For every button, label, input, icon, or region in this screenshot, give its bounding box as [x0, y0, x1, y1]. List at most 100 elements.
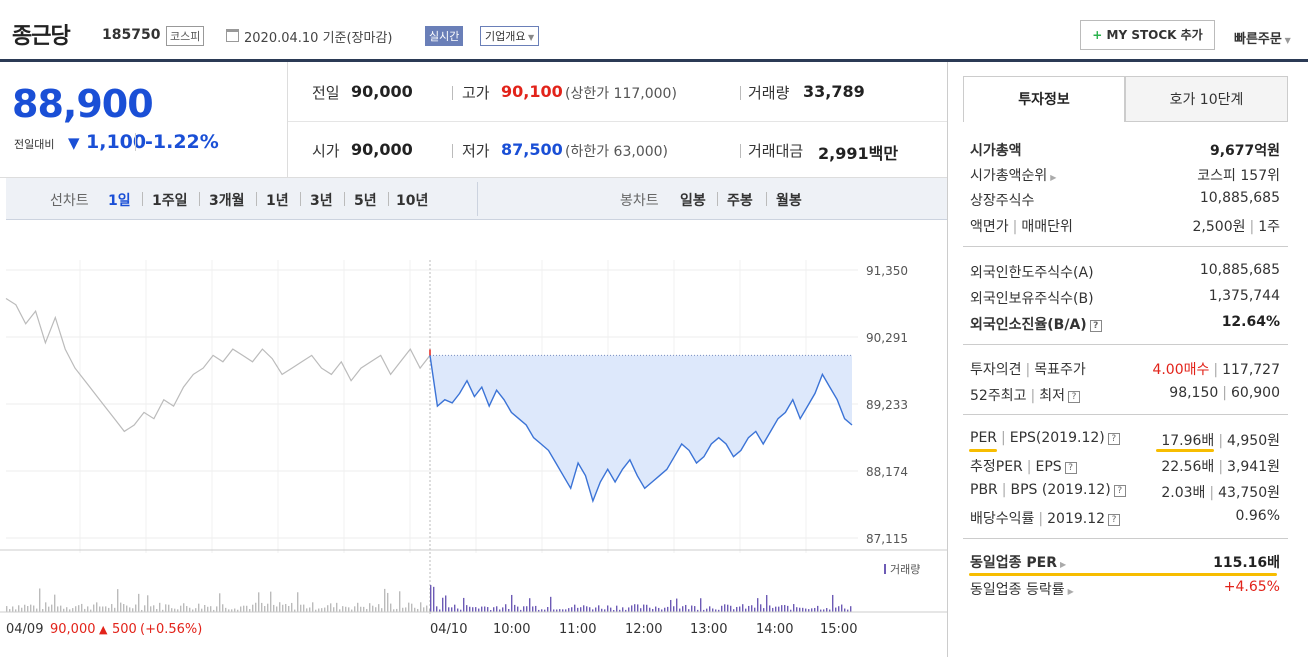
x-tick-label: 15:00: [820, 622, 857, 637]
foreign-limit-value: 10,885,685: [1199, 262, 1280, 278]
tab-10y[interactable]: 10년: [396, 193, 429, 209]
help-icon[interactable]: ?: [1089, 320, 1102, 332]
tab-invest-info[interactable]: 투자정보: [963, 76, 1125, 122]
volume-bar: [457, 608, 459, 612]
sector-per-label[interactable]: 동일업종 PER ▶: [970, 552, 1066, 572]
corp-overview-dropdown[interactable]: 기업개요 ▼: [480, 26, 540, 46]
volume-bar: [15, 609, 17, 612]
divider: [477, 182, 478, 216]
volume-bar: [697, 609, 699, 612]
info-row: 동일업종 PER ▶ 115.16배: [970, 552, 1280, 576]
volume-bar: [135, 604, 137, 612]
volume-bar: [745, 608, 747, 612]
volume-bar: [36, 608, 38, 612]
volume-bar: [679, 608, 681, 612]
volume-bar: [96, 602, 98, 612]
volume-bar: [231, 609, 233, 612]
my-stock-label: MY STOCK 추가: [1106, 28, 1203, 42]
volume-bar: [27, 606, 29, 612]
volume-bar: [87, 606, 89, 612]
volume-bar: [781, 605, 783, 612]
x-tick-label: 12:00: [625, 622, 662, 637]
volume-bar: [321, 608, 323, 612]
volume-bar: [829, 609, 831, 612]
chart-footer: 04/09 90,000 ▲ 500 (+0.56%): [6, 622, 202, 637]
tab-1w[interactable]: 1주일: [152, 193, 188, 209]
sector-per-text: 동일업종 PER: [970, 555, 1057, 571]
volume-bar: [649, 607, 651, 612]
volume-bar: [288, 605, 290, 612]
tab-1y[interactable]: 1년: [266, 193, 289, 209]
target-price-value: 117,727: [1222, 362, 1280, 378]
help-icon[interactable]: ?: [1107, 433, 1120, 445]
volume-bar: [93, 604, 95, 612]
tab-1d[interactable]: 1일: [108, 193, 131, 209]
divider: [135, 133, 136, 151]
volume-bar: [342, 606, 344, 612]
dividend-value: 0.96%: [1235, 508, 1280, 524]
x-tick-label: 13:00: [690, 622, 727, 637]
volume-bar: [451, 607, 453, 612]
lower-limit: (하한가 63,000): [565, 144, 669, 160]
volume-bar: [619, 609, 621, 612]
volume-bar: [622, 607, 624, 612]
listed-shares-label: 상장주식수: [970, 193, 1035, 209]
tab-3y[interactable]: 3년: [310, 193, 333, 209]
live-badge[interactable]: 실시간: [425, 26, 464, 46]
volume-bar: [273, 604, 275, 612]
volume-bar: [610, 607, 612, 612]
help-icon[interactable]: ?: [1067, 391, 1080, 403]
volume-bar: [33, 605, 35, 612]
volume-bar: [159, 602, 161, 612]
volume-bar: [258, 592, 260, 612]
divider: [452, 86, 453, 100]
volume-bar: [511, 594, 513, 612]
tab-monthly[interactable]: 월봉: [776, 193, 802, 209]
volume-bar: [826, 608, 828, 612]
sector-change-text: 동일업종 등락률: [970, 582, 1065, 598]
volume-bar: [201, 608, 203, 612]
volume-bar: [384, 588, 386, 612]
week52-label: 52주최고 | 최저?: [970, 385, 1080, 405]
volume-bar: [721, 605, 723, 612]
tab-weekly[interactable]: 주봉: [727, 193, 753, 209]
sector-change-label[interactable]: 동일업종 등락률 ▶: [970, 579, 1074, 599]
tab-5y[interactable]: 5년: [354, 193, 377, 209]
volume-bar: [832, 594, 834, 612]
tab-daily[interactable]: 일봉: [680, 193, 706, 209]
volume-bar: [60, 605, 62, 612]
volume-bar: [393, 609, 395, 612]
volume-bar: [799, 607, 801, 612]
volume-bar: [423, 607, 425, 612]
price-chart[interactable]: 91,350 90,291 89,233 88,174 87,115 거래량 04/10…: [0, 220, 948, 657]
my-stock-add-button[interactable]: + MY STOCK 추가: [1080, 20, 1215, 50]
calendar-icon: [226, 29, 239, 42]
divider: [766, 192, 767, 206]
volume-bar: [505, 604, 507, 612]
volume-bar: [177, 609, 179, 612]
market-cap-rank-text: 시가총액순위: [970, 168, 1048, 184]
volume-label: 거래량: [890, 563, 920, 576]
volume-bar: [748, 605, 750, 612]
volume-bar: [219, 593, 221, 612]
par-label-text: 액면가: [970, 219, 1009, 235]
volume-bar: [601, 608, 603, 612]
help-icon[interactable]: ?: [1113, 485, 1126, 497]
help-icon[interactable]: ?: [1064, 462, 1077, 474]
volume-bar: [586, 606, 588, 612]
volume-bar: [186, 606, 188, 612]
volume-bar: [625, 609, 627, 612]
tab-quote-10[interactable]: 호가 10단계: [1125, 76, 1288, 122]
volume-bar: [108, 607, 110, 612]
volume-bar: [595, 607, 597, 612]
volume-bar: [255, 602, 257, 612]
market-cap-rank-label[interactable]: 시가총액순위 ▶: [970, 165, 1056, 185]
volume-bar: [604, 609, 606, 612]
volume-bar: [237, 609, 239, 612]
volume-bar: [694, 606, 696, 612]
sector-per-value: 115.16배: [1213, 555, 1280, 571]
tab-3m[interactable]: 3개월: [209, 193, 245, 209]
help-icon[interactable]: ?: [1108, 514, 1121, 526]
quick-order-button[interactable]: 빠른주문 ▼: [1234, 28, 1291, 47]
volume-bar: [817, 605, 819, 612]
